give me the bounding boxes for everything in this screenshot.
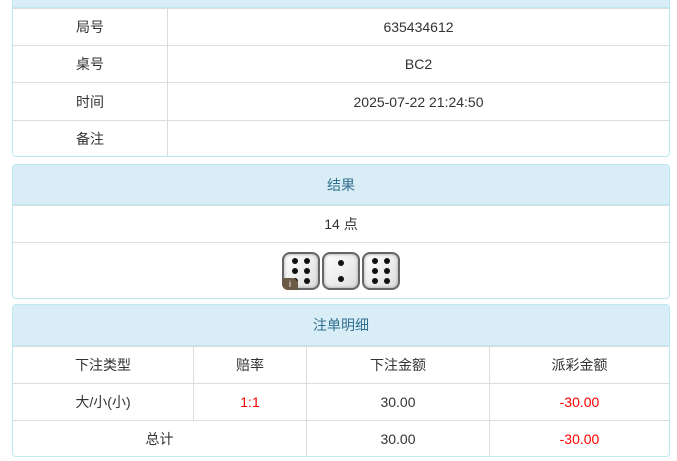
label-table-id: 桌号 (13, 45, 168, 83)
pip (372, 277, 378, 284)
result-title: 结果 (13, 165, 669, 205)
pip (384, 257, 390, 264)
header-bet-type: 下注类型 (13, 346, 194, 384)
header-bet-amount: 下注金额 (306, 346, 490, 384)
bet-type: 大/小(小) (13, 383, 194, 421)
bet-details-title: 注单明细 (13, 305, 669, 346)
time: 2025-07-22 21:24:50 (167, 82, 669, 121)
table-row: 备注 (13, 120, 669, 156)
table-header-row: 下注类型 赔率 下注金额 派彩金额 (13, 346, 669, 384)
pip (372, 267, 378, 274)
pip (304, 277, 310, 284)
pip (338, 259, 344, 266)
round-info-table: 局号 635434612 桌号 BC2 时间 2025-07-22 21:24:50 … (13, 8, 669, 156)
pip (304, 257, 310, 264)
label-time: 时间 (13, 82, 168, 121)
round-info-panel: 局号 635434612 桌号 BC2 时间 2025-07-22 21:24:50 … (12, 0, 670, 157)
table-row: 大/小(小) 1:1 30.00 -30.00 (13, 383, 669, 421)
pip (384, 267, 390, 274)
bet-amount: 30.00 (306, 383, 490, 421)
die-2-icon (322, 251, 360, 290)
die-6-icon (362, 251, 400, 290)
header-payout: 派彩金额 (489, 346, 669, 384)
die-6-icon: i (282, 251, 320, 290)
remark (167, 120, 669, 156)
payout: -30.00 (489, 383, 669, 421)
total-label: 总计 (13, 420, 307, 456)
total-row: 总计 30.00 -30.00 (13, 420, 669, 456)
pip (292, 267, 298, 274)
table-id: BC2 (167, 45, 669, 83)
label-round-id: 局号 (13, 8, 168, 46)
bet-details-panel: 注单明细 下注类型 赔率 下注金额 派彩金额 大/小(小) 1:1 30.00 … (12, 304, 670, 457)
total-payout: -30.00 (489, 420, 669, 456)
info-badge-icon[interactable]: i (282, 277, 298, 290)
pip (338, 275, 344, 282)
result-points: 14 点 (13, 205, 669, 243)
table-row: 时间 2025-07-22 21:24:50 (13, 82, 669, 121)
pip (304, 267, 310, 274)
result-panel: 结果 14 点 i (12, 164, 670, 299)
total-amount: 30.00 (306, 420, 490, 456)
dice-row: i (13, 242, 669, 298)
table-row: 局号 635434612 (13, 8, 669, 46)
pip (384, 277, 390, 284)
table-row: 桌号 BC2 (13, 45, 669, 83)
round-id: 635434612 (167, 8, 669, 46)
label-remark: 备注 (13, 120, 168, 156)
header-odds: 赔率 (193, 346, 307, 384)
odds: 1:1 (193, 383, 307, 421)
pip (372, 257, 378, 264)
pip (292, 257, 298, 264)
panel-header (13, 0, 669, 8)
